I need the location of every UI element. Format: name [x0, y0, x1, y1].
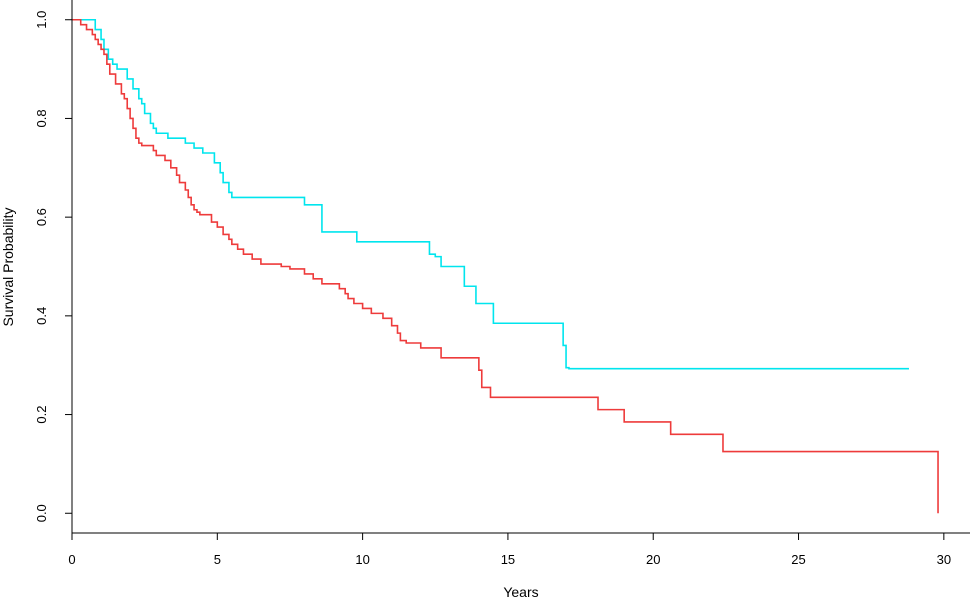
x-tick-label: 30	[937, 552, 951, 567]
y-ticks: 0.0 0.2 0.4 0.6 0.8 1.0	[34, 11, 72, 522]
x-tick-label: 10	[355, 552, 369, 567]
x-tick-label: 20	[646, 552, 660, 567]
y-tick-label: 0.4	[34, 307, 49, 325]
survival-curve-2	[72, 18, 939, 514]
y-tick-label: 0.2	[34, 406, 49, 424]
y-tick-label: 1.0	[34, 11, 49, 29]
x-axis-title: Years	[503, 584, 538, 600]
y-axis-title: Survival Probability	[0, 207, 16, 326]
y-tick-label: 0.6	[34, 208, 49, 226]
survival-curve-1	[72, 18, 909, 370]
axes-layer	[71, 0, 970, 534]
x-tick-label: 0	[68, 552, 75, 567]
x-ticks: 0 5 10 15 20 25 30	[68, 533, 951, 567]
y-tick-label: 0.0	[34, 504, 49, 522]
series-layer	[72, 18, 939, 514]
x-tick-label: 15	[501, 552, 515, 567]
x-tick-label: 5	[214, 552, 221, 567]
x-tick-label: 25	[791, 552, 805, 567]
y-tick-label: 0.8	[34, 109, 49, 127]
